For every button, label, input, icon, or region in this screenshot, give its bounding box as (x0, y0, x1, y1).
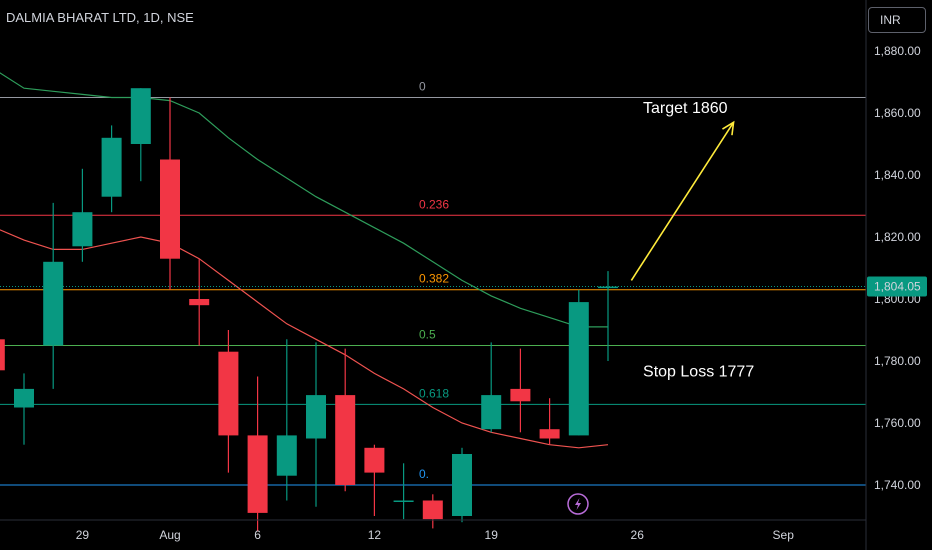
time-tick-label: Aug (159, 528, 180, 542)
fib-level-label: 0. (419, 467, 429, 481)
time-tick-label: Sep (773, 528, 795, 542)
candle-body (14, 388, 34, 408)
candle (306, 342, 326, 507)
candle-body (539, 429, 560, 439)
candle-body (306, 395, 326, 439)
candle (247, 376, 268, 532)
candle-body (510, 388, 531, 402)
drawings[interactable]: Target 1860 Stop Loss 1777 (630, 100, 754, 381)
moving-average-line (0, 72, 608, 328)
candle-body (364, 447, 385, 473)
price-tick-label: 1,840.00 (874, 168, 921, 182)
candle (101, 125, 122, 213)
time-tick-label: 29 (76, 528, 90, 542)
candle-body (422, 500, 443, 520)
candle-body (0, 339, 5, 371)
candle (335, 348, 356, 492)
time-tick-label: 19 (485, 528, 499, 542)
candle-body (101, 137, 122, 197)
candle (539, 398, 560, 445)
time-tick-label: 26 (631, 528, 645, 542)
time-tick-label: 12 (368, 528, 382, 542)
candle-body (247, 435, 268, 513)
candle (452, 447, 472, 523)
trend-arrow[interactable] (630, 120, 735, 281)
candle-body (568, 302, 589, 436)
fib-level-label: 0.382 (419, 272, 449, 286)
candle-body (276, 435, 297, 476)
candle-body (72, 212, 93, 247)
last-price-marker: 1,804.05 (0, 276, 927, 297)
candle (568, 289, 589, 436)
candle-body (130, 88, 151, 144)
currency-button[interactable]: INR (868, 7, 926, 33)
candle-body (335, 395, 356, 485)
time-tick-label: 6 (254, 528, 261, 542)
fib-level-label: 0.5 (419, 328, 436, 342)
candle (72, 168, 93, 262)
candle (422, 494, 443, 529)
fibonacci-retracement[interactable]: 0 0.236 0.382 0.5 0.618 0. (0, 80, 866, 486)
moving-average-line (0, 229, 609, 449)
candle (160, 97, 180, 290)
candle-body (43, 261, 64, 346)
candle-body (452, 454, 472, 516)
last-price-label: 1,804.05 (874, 279, 921, 293)
candle (43, 202, 64, 389)
candle (364, 444, 385, 516)
candlesticks (0, 88, 618, 532)
candle (14, 373, 34, 445)
candle (393, 463, 414, 520)
candle (276, 339, 297, 501)
target-note[interactable]: Target 1860 (643, 100, 728, 117)
candle-body (189, 299, 210, 306)
fib-level-label: 0.236 (419, 197, 449, 211)
candle-body (598, 286, 618, 289)
price-tick-label: 1,740.00 (874, 478, 921, 492)
candle-body (393, 500, 414, 502)
price-tick-label: 1,860.00 (874, 106, 921, 120)
candle-body (160, 159, 180, 259)
moving-averages (0, 72, 609, 449)
candle (510, 348, 531, 433)
chart-title: DALMIA BHARAT LTD, 1D, NSE (6, 10, 194, 25)
candle (189, 258, 210, 346)
candle (481, 342, 502, 433)
price-tick-label: 1,780.00 (874, 354, 921, 368)
stop-loss-note[interactable]: Stop Loss 1777 (643, 363, 754, 380)
lightning-icon[interactable] (567, 493, 589, 515)
price-tick-label: 1,760.00 (874, 416, 921, 430)
fib-level-label: 0 (419, 80, 426, 94)
last-price-badge (867, 276, 927, 297)
candle (130, 88, 151, 182)
price-tick-label: 1,820.00 (874, 230, 921, 244)
fib-level-label: 0.618 (419, 386, 449, 400)
time-axis[interactable]: 29 Aug 6 12 19 26 Sep (76, 528, 794, 542)
price-axis[interactable]: 1,740.001,760.001,780.001,800.001,820.00… (874, 44, 921, 492)
candle-body (481, 395, 502, 430)
price-tick-label: 1,880.00 (874, 44, 921, 58)
candle-body (218, 351, 239, 436)
candle (0, 339, 5, 371)
candle (218, 330, 239, 473)
candle (598, 271, 618, 361)
